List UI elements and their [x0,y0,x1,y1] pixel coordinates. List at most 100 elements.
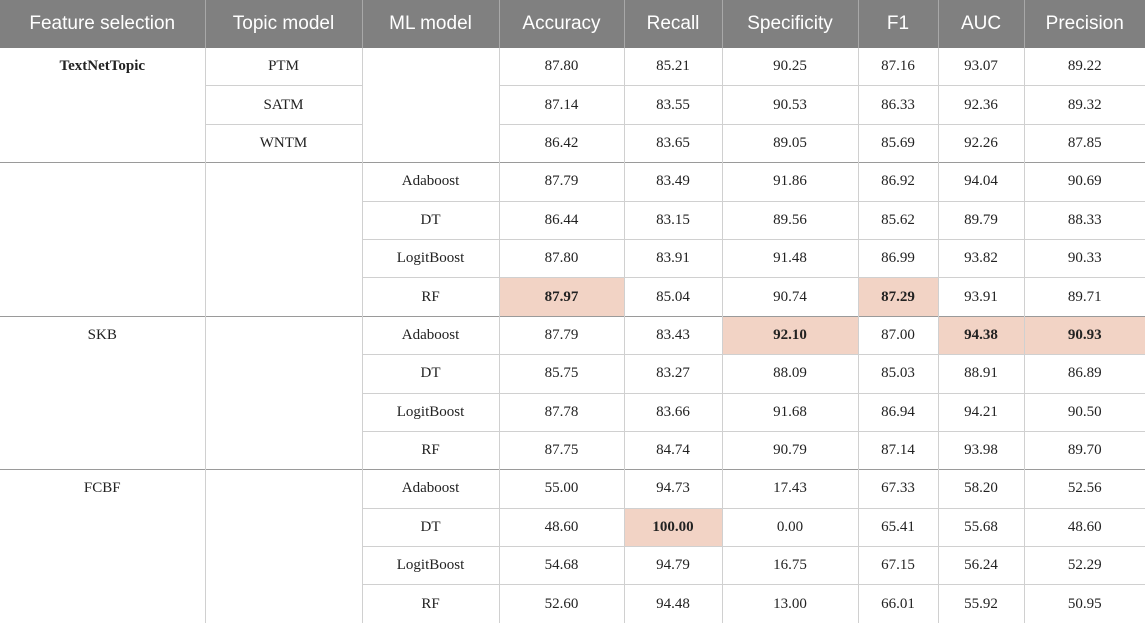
f1-cell: 87.29 [857,277,938,317]
topic-model-cell: SATM [204,85,362,125]
auc-cell: 93.82 [937,238,1024,278]
table-row: LogitBoost 87.80 83.91 91.48 86.99 93.82 90.33 [0,238,1145,278]
specificity-cell: 90.74 [721,277,858,317]
ml-model-cell: Adaboost [361,162,499,202]
ml-model-cell: RF [361,584,499,623]
table-row: LogitBoost 54.68 94.79 16.75 67.15 56.24 52.29 [0,546,1145,585]
recall-cell: 83.55 [623,85,722,125]
precision-cell: 90.33 [1023,238,1145,278]
specificity-cell: 0.00 [721,507,858,547]
precision-cell: 90.50 [1023,392,1145,432]
header-f1: F1 [857,0,938,48]
table-row: RF 87.75 84.74 90.79 87.14 93.98 89.70 [0,430,1145,470]
accuracy-cell: 87.14 [498,85,624,125]
f1-cell: 86.99 [857,238,938,278]
auc-cell: 56.24 [937,546,1024,585]
auc-cell: 58.20 [937,469,1024,509]
header-accuracy: Accuracy [498,0,624,48]
auc-cell: 88.91 [937,354,1024,394]
table-row: DT 48.60 100.00 0.00 65.41 55.68 48.60 [0,507,1145,547]
table-row: TextNetTopic PTM 87.80 85.21 90.25 87.16 93.07… [0,48,1145,163]
specificity-cell: 90.53 [721,85,858,125]
topic-model-cell [204,315,362,470]
accuracy-cell: 87.80 [498,48,624,86]
f1-cell: 87.14 [857,430,938,470]
auc-cell: 55.92 [937,584,1024,623]
precision-cell: 88.33 [1023,200,1145,240]
accuracy-cell: 52.60 [498,584,624,623]
ml-model-cell: DT [361,507,499,547]
recall-cell: 83.27 [623,354,722,394]
ml-model-cell: Adaboost [361,469,499,509]
header-topic-model: Topic model [204,0,362,48]
ml-model-cell: Adaboost [361,315,499,355]
precision-cell: 50.95 [1023,584,1145,623]
precision-cell: 87.85 [1023,123,1145,163]
table-row: RF 87.97 85.04 90.74 87.29 93.91 89.71 [0,277,1145,317]
precision-cell: 48.60 [1023,507,1145,547]
ml-model-cell: DT [361,354,499,394]
auc-cell: 94.21 [937,392,1024,432]
accuracy-cell: 87.97 [498,277,624,317]
f1-cell: 86.94 [857,392,938,432]
header-recall: Recall [623,0,722,48]
recall-cell: 83.66 [623,392,722,432]
specificity-cell: 88.09 [721,354,858,394]
accuracy-cell: 85.75 [498,354,624,394]
accuracy-cell: 87.79 [498,315,624,355]
topic-model-cell [204,469,362,623]
ml-model-cell: DT [361,200,499,240]
header-auc: AUC [937,0,1024,48]
f1-cell: 86.33 [857,85,938,125]
recall-cell: 100.00 [623,507,722,547]
topic-model-cell: WNTM [204,123,362,163]
recall-cell: 85.04 [623,277,722,317]
auc-cell: 93.07 [937,48,1024,86]
specificity-cell: 16.75 [721,546,858,585]
auc-cell: 93.98 [937,430,1024,470]
f1-cell: 86.92 [857,162,938,202]
table-row: FCBF Adaboost 55.00 94.73 17.43 67.33 58.20 52.… [0,469,1145,623]
specificity-cell: 13.00 [721,584,858,623]
table-body: TextNetTopic PTM 87.80 85.21 90.25 87.16 93.07… [0,48,1145,623]
precision-cell: 89.71 [1023,277,1145,317]
precision-cell: 89.32 [1023,85,1145,125]
accuracy-cell: 87.79 [498,162,624,202]
precision-cell: 89.22 [1023,48,1145,86]
auc-cell: 89.79 [937,200,1024,240]
f1-cell: 66.01 [857,584,938,623]
accuracy-cell: 55.00 [498,469,624,509]
table-row: DT 86.44 83.15 89.56 85.62 89.79 88.33 [0,200,1145,240]
specificity-cell: 91.68 [721,392,858,432]
recall-cell: 94.73 [623,469,722,509]
specificity-cell: 89.56 [721,200,858,240]
table-row: SKB Adaboost 87.79 83.43 92.10 87.00 94.38 90.9… [0,315,1145,470]
accuracy-cell: 87.80 [498,238,624,278]
accuracy-cell: 87.78 [498,392,624,432]
feature-selection-cell [0,162,205,317]
specificity-cell: 90.79 [721,430,858,470]
table-row: LogitBoost 87.78 83.66 91.68 86.94 94.21 90.50 [0,392,1145,432]
table-row: Adaboost 87.79 83.49 91.86 86.92 94.04 90.69 [0,162,1145,317]
ml-model-cell: LogitBoost [361,238,499,278]
accuracy-cell: 86.42 [498,123,624,163]
ml-model-cell: RF [361,430,499,470]
auc-cell: 55.68 [937,507,1024,547]
recall-cell: 83.49 [623,162,722,202]
recall-cell: 94.79 [623,546,722,585]
precision-cell: 89.70 [1023,430,1145,470]
specificity-cell: 91.86 [721,162,858,202]
header-precision: Precision [1023,0,1145,48]
recall-cell: 83.65 [623,123,722,163]
recall-cell: 84.74 [623,430,722,470]
accuracy-cell: 86.44 [498,200,624,240]
table-row: DT 85.75 83.27 88.09 85.03 88.91 86.89 [0,354,1145,394]
accuracy-cell: 87.75 [498,430,624,470]
precision-cell: 90.93 [1023,315,1145,355]
feature-selection-cell: SKB [0,315,205,470]
table-row: WNTM 86.42 83.65 89.05 85.69 92.26 87.85 [0,123,1145,163]
auc-cell: 94.38 [937,315,1024,355]
recall-cell: 85.21 [623,48,722,86]
recall-cell: 83.15 [623,200,722,240]
